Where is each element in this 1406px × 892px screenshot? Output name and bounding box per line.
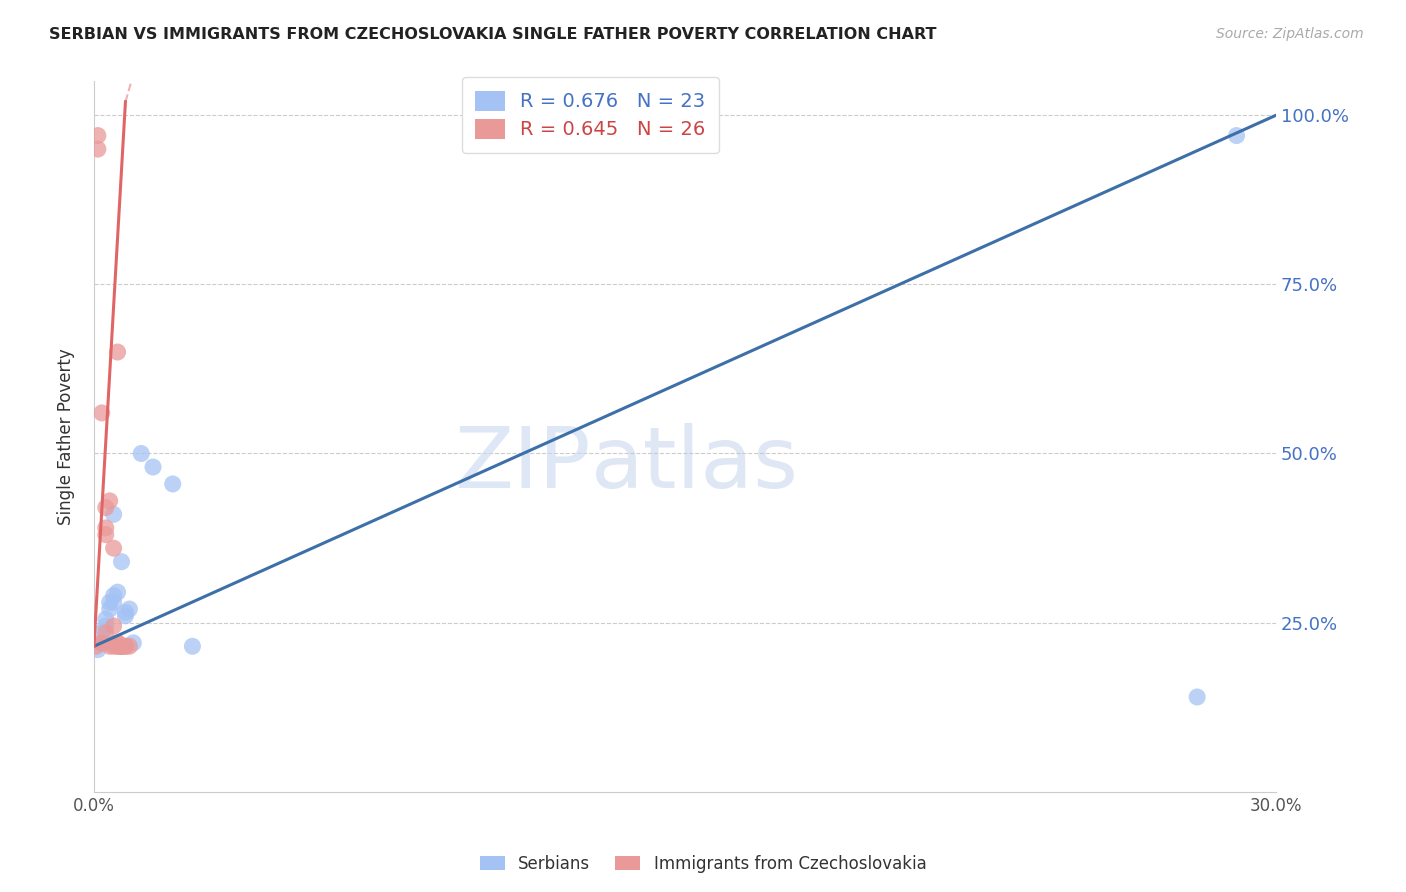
Text: ZIP: ZIP <box>454 424 591 507</box>
Point <box>181 640 204 654</box>
Text: atlas: atlas <box>591 424 799 507</box>
Point <box>107 345 129 359</box>
Point <box>94 612 117 626</box>
Point <box>142 460 165 475</box>
Point <box>107 585 129 599</box>
Point <box>103 595 125 609</box>
Point <box>90 636 112 650</box>
Legend: Serbians, Immigrants from Czechoslovakia: Serbians, Immigrants from Czechoslovakia <box>472 848 934 880</box>
Point <box>114 640 136 654</box>
Point <box>103 508 125 522</box>
Point <box>94 521 117 535</box>
Point <box>114 608 136 623</box>
Point <box>87 128 110 143</box>
Point <box>110 640 132 654</box>
Point <box>1225 128 1247 143</box>
Point <box>103 541 125 556</box>
Point <box>94 500 117 515</box>
Point <box>94 636 117 650</box>
Point <box>98 493 121 508</box>
Point <box>122 636 145 650</box>
Point <box>110 640 132 654</box>
Point <box>98 595 121 609</box>
Point <box>118 640 141 654</box>
Point <box>103 640 125 654</box>
Point <box>94 619 117 633</box>
Point <box>90 406 112 420</box>
Point <box>98 640 121 654</box>
Point <box>129 446 152 460</box>
Point <box>98 602 121 616</box>
Point <box>94 527 117 541</box>
Point <box>110 640 132 654</box>
Point <box>84 640 107 654</box>
Point <box>87 642 110 657</box>
Point <box>107 636 129 650</box>
Point <box>107 636 129 650</box>
Y-axis label: Single Father Poverty: Single Father Poverty <box>58 348 75 525</box>
Point <box>1185 690 1208 704</box>
Point <box>114 640 136 654</box>
Text: Source: ZipAtlas.com: Source: ZipAtlas.com <box>1216 27 1364 41</box>
Legend: R = 0.676   N = 23, R = 0.645   N = 26: R = 0.676 N = 23, R = 0.645 N = 26 <box>461 77 718 153</box>
Point <box>87 142 110 156</box>
Point <box>162 477 184 491</box>
Point <box>94 625 117 640</box>
Point <box>107 640 129 654</box>
Point <box>90 625 112 640</box>
Point <box>90 636 112 650</box>
Point <box>107 640 129 654</box>
Point <box>103 589 125 603</box>
Point <box>103 619 125 633</box>
Point <box>114 606 136 620</box>
Point <box>118 602 141 616</box>
Point <box>110 640 132 654</box>
Point <box>110 555 132 569</box>
Text: SERBIAN VS IMMIGRANTS FROM CZECHOSLOVAKIA SINGLE FATHER POVERTY CORRELATION CHAR: SERBIAN VS IMMIGRANTS FROM CZECHOSLOVAKI… <box>49 27 936 42</box>
